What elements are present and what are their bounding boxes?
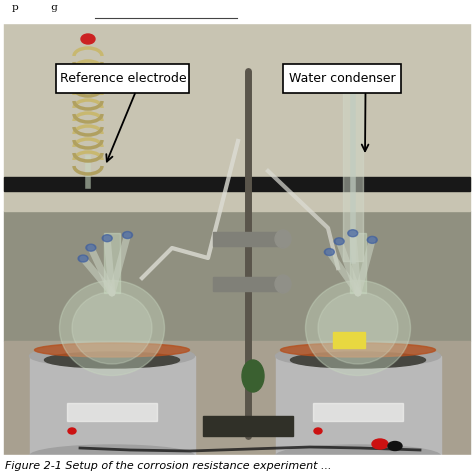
Ellipse shape: [29, 345, 194, 367]
FancyBboxPatch shape: [56, 63, 190, 92]
Bar: [203, 416, 293, 436]
Ellipse shape: [314, 428, 322, 434]
Bar: [276, 356, 441, 456]
Bar: [4, 177, 470, 191]
Ellipse shape: [324, 248, 334, 256]
Bar: [313, 403, 403, 421]
Ellipse shape: [372, 439, 388, 449]
Bar: [67, 403, 157, 421]
Ellipse shape: [281, 343, 436, 357]
Ellipse shape: [275, 345, 440, 367]
Ellipse shape: [29, 445, 194, 467]
Ellipse shape: [123, 231, 133, 238]
Bar: [333, 332, 365, 348]
Ellipse shape: [45, 352, 180, 368]
Ellipse shape: [60, 280, 164, 376]
Ellipse shape: [348, 230, 358, 237]
Bar: [350, 233, 366, 293]
Ellipse shape: [388, 442, 402, 450]
Ellipse shape: [68, 428, 76, 434]
Ellipse shape: [81, 34, 95, 44]
Ellipse shape: [72, 292, 152, 364]
Bar: [4, 341, 470, 456]
Bar: [4, 19, 470, 211]
Bar: [30, 356, 195, 456]
Bar: [213, 277, 283, 291]
Bar: [0, 455, 474, 476]
Ellipse shape: [102, 235, 112, 242]
Bar: [0, 0, 474, 23]
Text: Figure 2-1 Setup of the corrosion resistance experiment ...: Figure 2-1 Setup of the corrosion resist…: [5, 461, 331, 471]
Ellipse shape: [242, 360, 264, 392]
Ellipse shape: [35, 343, 190, 357]
Ellipse shape: [367, 237, 377, 243]
Ellipse shape: [86, 244, 96, 251]
Bar: [4, 211, 470, 341]
Bar: [213, 232, 283, 246]
Ellipse shape: [334, 238, 344, 245]
Ellipse shape: [275, 445, 440, 467]
Text: Water condenser: Water condenser: [289, 71, 396, 85]
Ellipse shape: [275, 275, 291, 293]
Ellipse shape: [318, 292, 398, 364]
Text: p          g: p g: [12, 2, 58, 11]
Ellipse shape: [291, 352, 426, 368]
Ellipse shape: [306, 280, 410, 376]
FancyBboxPatch shape: [283, 63, 401, 92]
Ellipse shape: [78, 255, 88, 262]
Bar: [104, 233, 120, 293]
Ellipse shape: [275, 230, 291, 248]
Bar: [343, 91, 363, 261]
Text: Reference electrode: Reference electrode: [60, 71, 186, 85]
